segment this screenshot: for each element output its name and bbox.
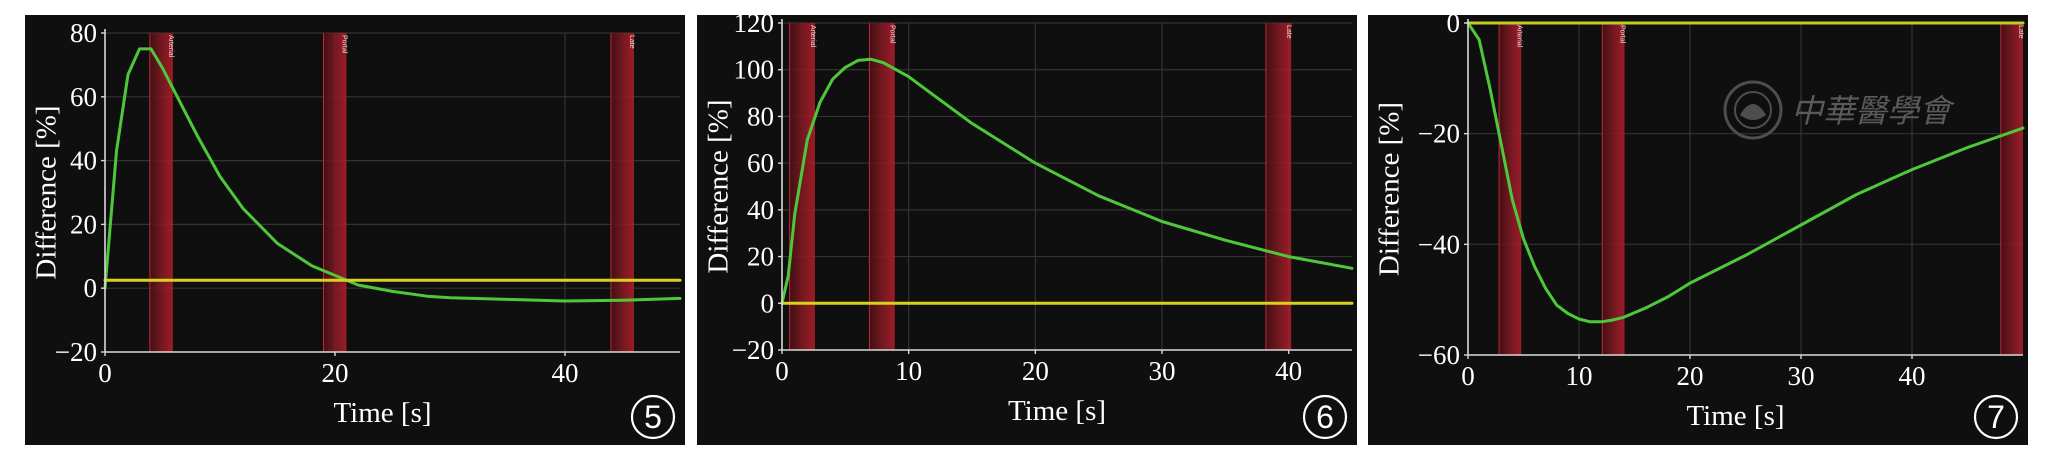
series-line-green xyxy=(780,57,1354,305)
x-axis-label: Time [s] xyxy=(1686,400,1784,432)
panel-number-badge: 5 xyxy=(630,394,676,440)
y-tick-label: −20 xyxy=(732,335,774,365)
badge-number: 6 xyxy=(1316,399,1334,435)
y-tick-label: 40 xyxy=(70,146,97,176)
y-tick-label: 0 xyxy=(84,273,98,303)
marker-label: Arterial xyxy=(167,35,174,58)
marker-band xyxy=(1265,23,1292,350)
badge-circle xyxy=(1302,394,1348,440)
watermark-seal-emblem xyxy=(1740,104,1766,120)
x-tick-label: 10 xyxy=(895,356,922,386)
x-tick-label: 40 xyxy=(1899,361,1926,391)
y-tick-label: 120 xyxy=(734,15,775,38)
x-tick-label: 40 xyxy=(1275,356,1302,386)
y-tick-label: 40 xyxy=(747,195,774,225)
y-tick-label: −20 xyxy=(1418,119,1460,149)
x-tick-label: 20 xyxy=(322,358,349,388)
y-tick-label: 80 xyxy=(70,18,97,48)
series-line-green xyxy=(103,47,682,303)
chart-panel-7: Arterial Portal Late 中華醫學會 0 −20 −40 −60 0 10 20 30… xyxy=(1368,15,2028,445)
badge-circle xyxy=(630,394,676,440)
y-tick-label: 0 xyxy=(761,288,775,318)
x-axis-label: Time [s] xyxy=(1008,395,1106,427)
badge-number: 7 xyxy=(1987,399,2005,435)
y-tick-label: −20 xyxy=(55,337,97,367)
watermark-seal-inner xyxy=(1734,91,1772,129)
y-tick-label: 100 xyxy=(734,55,775,85)
y-tick-label: 60 xyxy=(70,82,97,112)
x-tick-label: 40 xyxy=(552,358,579,388)
x-tick-label: 0 xyxy=(1461,361,1475,391)
y-axis-label: Difference [%] xyxy=(703,99,735,273)
series-line-green xyxy=(1466,21,2025,324)
badge-number: 5 xyxy=(644,399,662,435)
marker-label: Portal xyxy=(341,35,348,54)
y-tick-label: −60 xyxy=(1418,340,1460,370)
marker-label: Portal xyxy=(1619,25,1626,44)
chart-panel-6: Arterial Portal Late 120 100 80 60 40 20 0 −20 0 10 2… xyxy=(697,15,1357,445)
x-tick-label: 30 xyxy=(1149,356,1176,386)
x-tick-label: 20 xyxy=(1022,356,1049,386)
y-axis-label: Difference [%] xyxy=(31,105,63,279)
panel-number-badge: 6 xyxy=(1302,394,1348,440)
x-tick-label: 0 xyxy=(775,356,789,386)
x-tick-label: 30 xyxy=(1788,361,1815,391)
marker-label: Portal xyxy=(889,25,896,44)
marker-label: Late xyxy=(1285,25,1292,39)
y-tick-label: 20 xyxy=(747,242,774,272)
marker-band xyxy=(2000,23,2023,355)
marker-label: Late xyxy=(2017,25,2024,39)
x-axis-label: Time [s] xyxy=(333,397,431,429)
marker-label: Arterial xyxy=(809,25,816,48)
y-axis-label: Difference [%] xyxy=(1374,102,1406,276)
x-tick-label: 0 xyxy=(98,358,112,388)
y-tick-label: 0 xyxy=(1447,15,1461,38)
panel-number-badge: 7 xyxy=(1973,394,2019,440)
y-tick-label: −40 xyxy=(1418,229,1460,259)
chart-panel-5: Arterial Portal Late 80 60 40 20 0 −20 0 20 40 Time … xyxy=(25,15,685,445)
marker-band xyxy=(869,23,895,350)
y-tick-label: 60 xyxy=(747,148,774,178)
marker-band xyxy=(611,33,634,352)
watermark-seal-ring xyxy=(1723,80,1783,140)
x-tick-label: 20 xyxy=(1677,361,1704,391)
marker-band xyxy=(149,33,173,352)
y-tick-label: 20 xyxy=(70,209,97,239)
marker-label: Late xyxy=(628,35,635,49)
marker-band xyxy=(1602,23,1625,355)
y-tick-label: 80 xyxy=(747,101,774,131)
marker-band xyxy=(323,33,347,352)
watermark-text: 中華醫學會 xyxy=(1791,92,1955,130)
watermark-seal xyxy=(1723,80,1783,140)
badge-circle xyxy=(1973,394,2019,440)
marker-band xyxy=(789,23,815,350)
marker-label: Arterial xyxy=(1515,25,1522,48)
x-tick-label: 10 xyxy=(1566,361,1593,391)
